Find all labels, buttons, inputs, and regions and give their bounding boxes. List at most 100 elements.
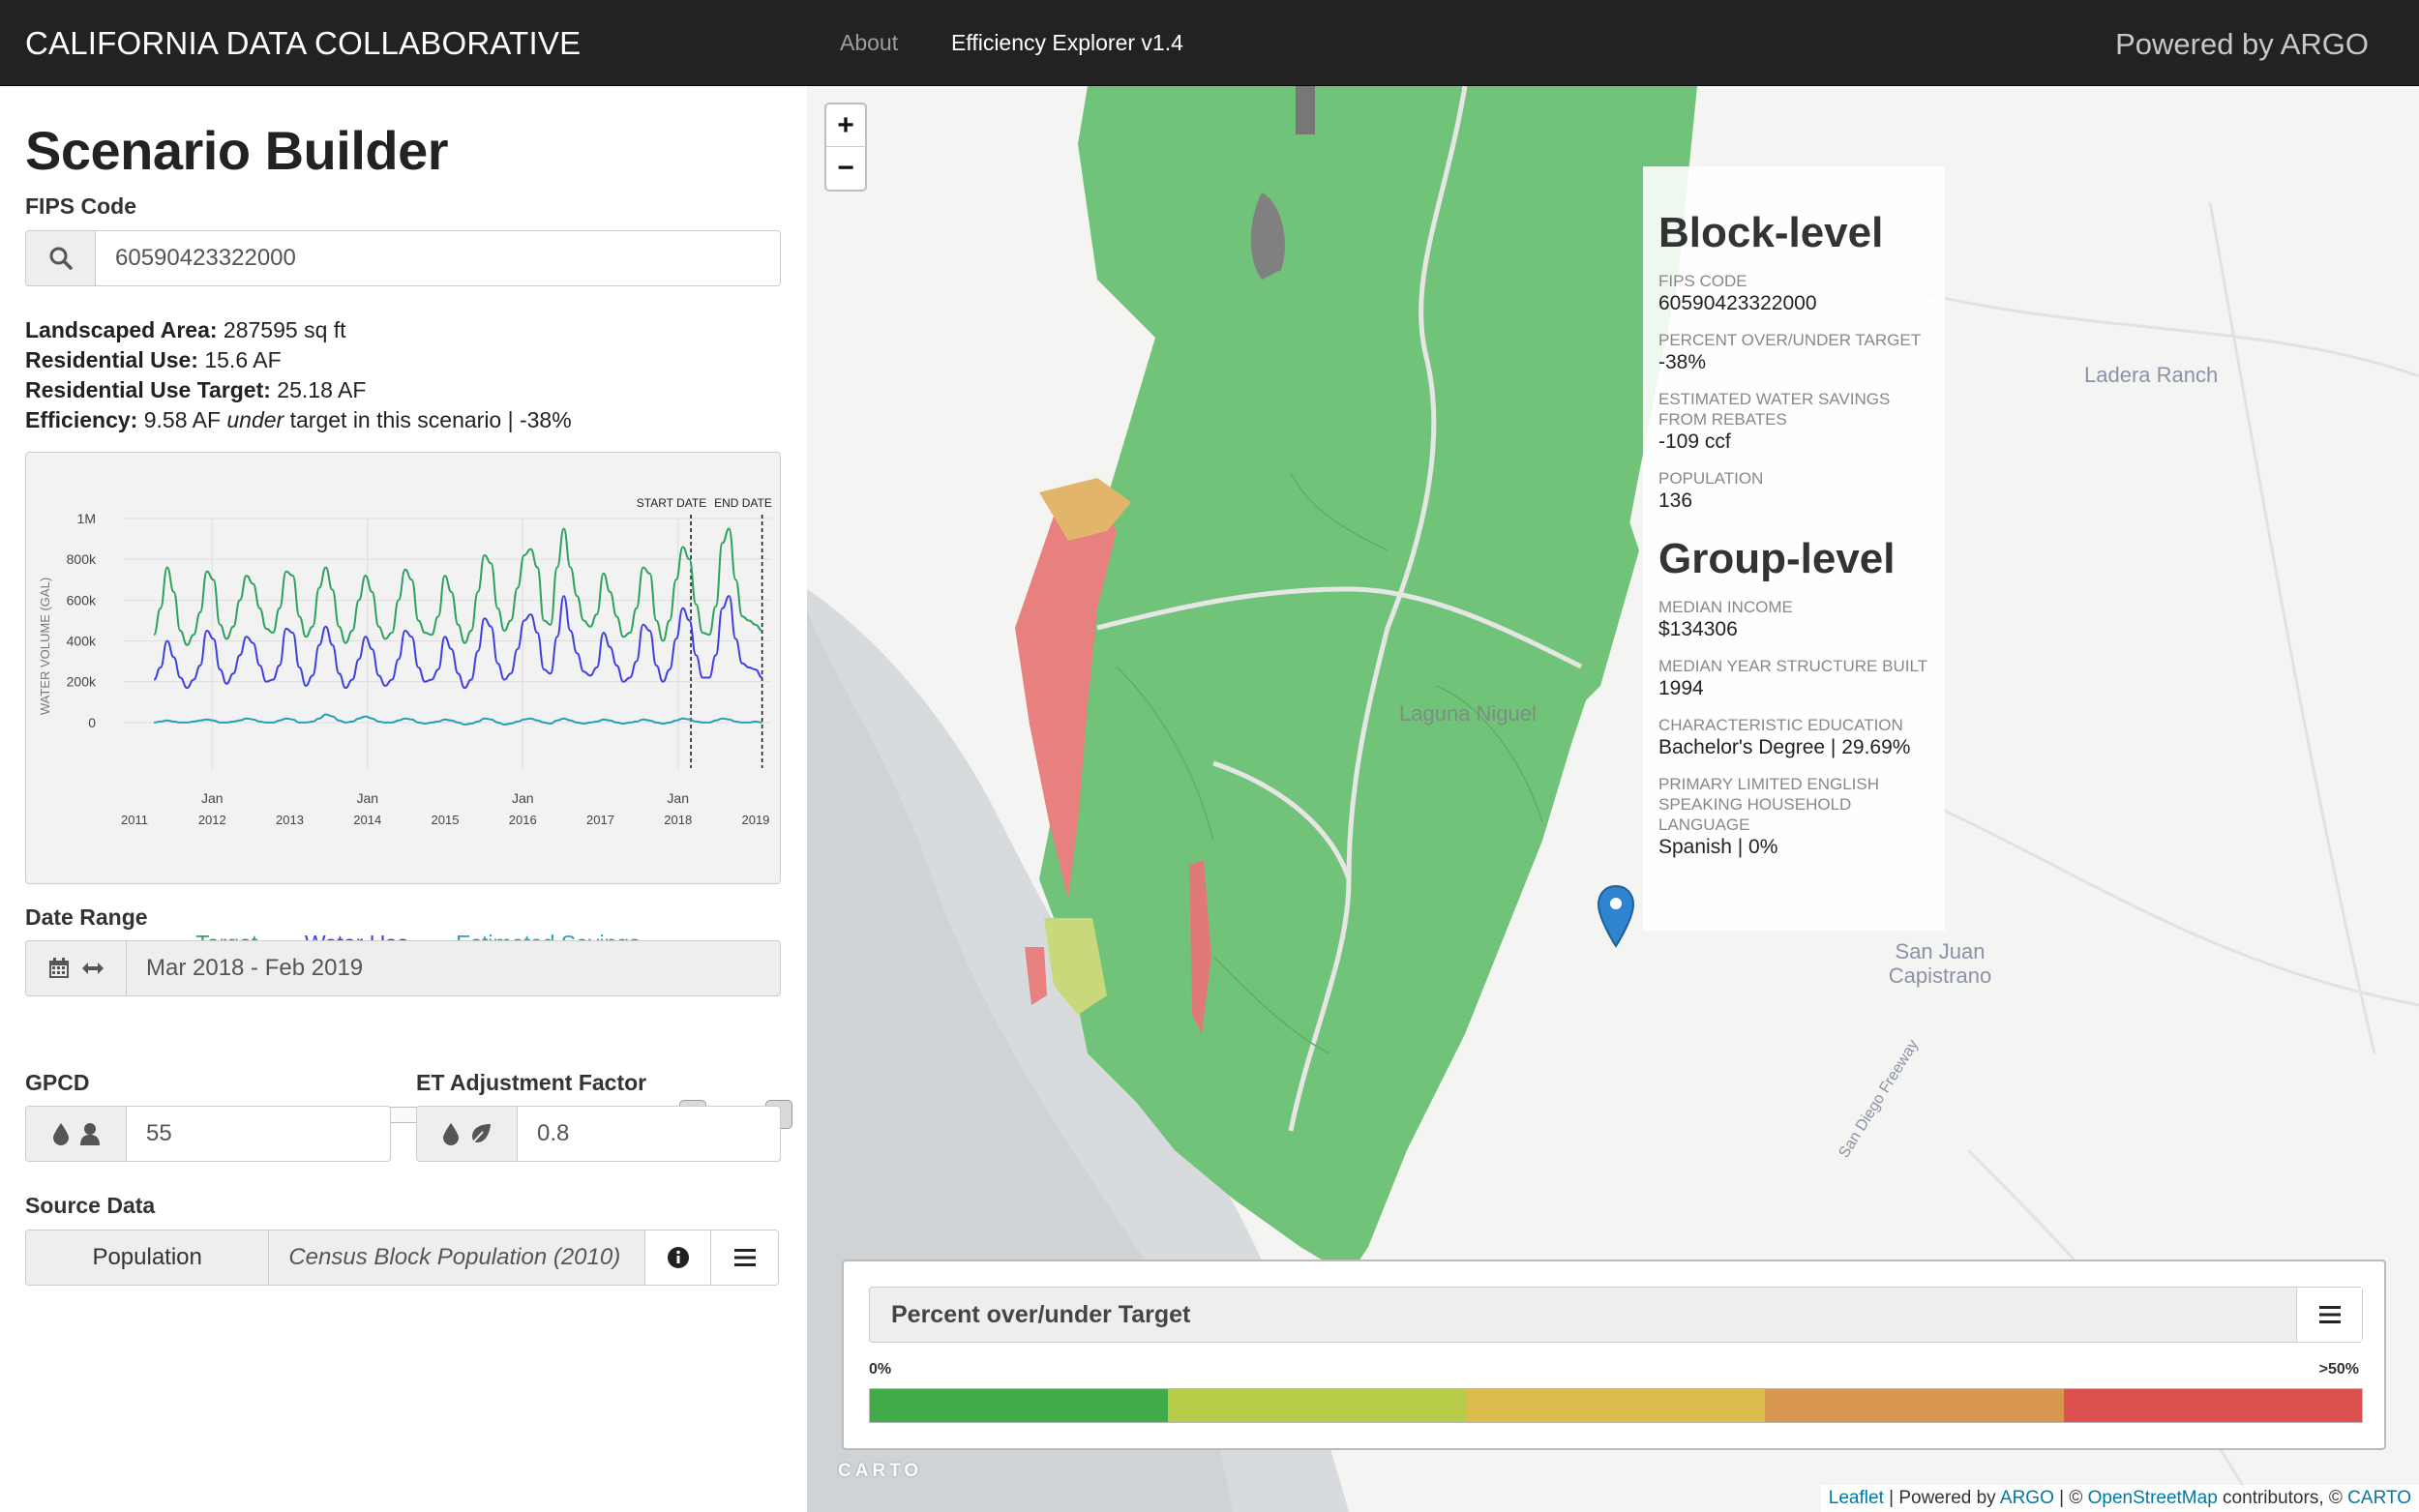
drop-person-icon [26,1107,127,1161]
target-series-line [153,527,762,646]
page-title: Scenario Builder [25,120,449,181]
savings-key: ESTIMATED WATER SAVINGS FROM REBATES [1658,390,1891,429]
attrib-sep1: | © [2053,1488,2088,1508]
population-value: 136 [1658,489,1693,512]
fips-code-input[interactable]: 60590423322000 [115,245,296,271]
target-legend-panel: Percent over/under Target 0% >50% [842,1260,2386,1450]
nav-about-link[interactable]: About [840,30,899,55]
legend-swatch-0 [870,1389,1169,1422]
efficiency-under: under [226,407,284,432]
nav-efficiency-explorer-link[interactable]: Efficiency Explorer v1.4 [951,30,1183,55]
source-data-field[interactable]: Census Block Population (2010) [269,1230,646,1285]
map-attribution: Leaflet | Powered by ARGO | © OpenStreet… [1820,1485,2419,1512]
efficiency-value-pre: 9.58 AF [137,407,227,432]
x-tick-year: 2011 [121,813,148,827]
menu-icon[interactable] [711,1230,778,1285]
gpcd-input[interactable]: 55 [146,1120,172,1146]
year-built-key: MEDIAN YEAR STRUCTURE BUILT [1658,657,1928,675]
y-tick-label: 200k [67,674,97,690]
pct-key: PERCENT OVER/UNDER TARGET [1658,331,1922,349]
start-date-annotation: START DATE [637,496,706,510]
map-marker-icon[interactable] [1597,884,1635,953]
legend-title: Percent over/under Target [891,1301,1191,1328]
drop-leaf-icon [417,1107,518,1161]
y-tick-label: 800k [67,551,97,567]
x-tick-year: 2017 [586,813,614,827]
zoom-control: + − [824,103,867,192]
efficiency-value-post: target in this scenario | -38% [284,407,572,432]
savings-value: -109 ccf [1658,430,1731,453]
x-tick-year: 2018 [664,813,692,827]
population-button[interactable]: Population [26,1230,270,1285]
savings-series-line [154,713,762,726]
residential-use-label: Residential Use: [25,347,198,372]
group-level-heading: Group-level [1658,535,1896,582]
water-use-series-line [153,595,762,690]
y-tick-label: 400k [67,634,97,649]
argo-link[interactable]: ARGO [1999,1488,2054,1508]
search-icon[interactable] [26,231,96,285]
x-tick-year: 2013 [276,813,304,827]
x-tick-year: 2019 [741,813,769,827]
brand-title[interactable]: CALIFORNIA DATA COLLABORATIVE [25,25,582,61]
zoom-in-button[interactable]: + [826,104,865,147]
zoom-out-button[interactable]: − [837,152,854,184]
x-tick-year: 2016 [509,813,537,827]
water-use-chart: 0 200k 400k 600k 800k 1M 2011 2012 2013 2014 2015 2… [25,452,781,956]
powered-by-argo[interactable]: Powered by ARGO [2115,27,2369,61]
residential-target-value: 25.18 AF [270,377,367,402]
fips-label: FIPS Code [25,193,137,219]
attrib-contrib: contributors, © [2217,1488,2348,1508]
legend-header: Percent over/under Target [869,1287,2363,1343]
et-factor-label: ET Adjustment Factor [416,1070,647,1095]
carto-link[interactable]: CARTO [2347,1488,2411,1508]
carto-logo: CARTO [838,1461,923,1481]
pct-value: -38% [1658,351,1707,373]
et-factor-input[interactable]: 0.8 [537,1120,570,1146]
arrows-horizontal-icon [81,963,104,974]
place-san-juan-capistrano: San Juan Capistrano [1888,939,1992,988]
gpcd-label: GPCD [25,1070,90,1095]
x-tick-jan: Jan [201,790,224,806]
calendar-arrows-icon [26,941,127,995]
x-tick-year: 2014 [353,813,381,827]
legend-color-bar [869,1388,2363,1423]
navbar: CALIFORNIA DATA COLLABORATIVE About Effi… [0,0,2419,86]
year-built-value: 1994 [1658,677,1704,699]
landscaped-area-label: Landscaped Area: [25,317,218,342]
sidebar: Scenario Builder FIPS Code 6059042332200… [0,86,807,1512]
legend-min-label: 0% [869,1361,892,1378]
date-range-label: Date Range [25,904,148,930]
drop-icon [442,1123,459,1145]
income-value: $134306 [1658,618,1738,640]
info-panel: Block-level FIPS CODE 60590423322000 PER… [1643,166,1945,931]
legend-swatch-3 [1765,1389,2064,1422]
y-tick-label: 1M [77,511,96,526]
income-key: MEDIAN INCOME [1658,598,1793,616]
drop-icon [52,1123,69,1145]
landscaped-area-value: 287595 sq ft [217,317,346,342]
legend-swatch-4 [2063,1389,2363,1422]
gpcd-group: 55 [25,1106,391,1162]
legend-menu-icon[interactable] [2296,1288,2362,1342]
leaflet-link[interactable]: Leaflet [1828,1488,1884,1508]
x-tick-jan: Jan [356,790,378,806]
block-level-heading: Block-level [1658,209,1884,256]
person-icon [79,1123,100,1145]
x-tick-year: 2012 [198,813,226,827]
leaf-icon [469,1124,491,1145]
calendar-icon [48,958,69,978]
map[interactable]: + − Ladera Ranch Laguna Niguel San Juan … [807,86,2419,1512]
date-range-group: Mar 2018 - Feb 2019 [25,940,781,996]
language-key: PRIMARY LIMITED ENGLISH SPEAKING HOUSEHO… [1658,775,1879,834]
et-factor-group: 0.8 [416,1106,781,1162]
osm-link[interactable]: OpenStreetMap [2087,1488,2218,1508]
x-tick-jan: Jan [512,790,534,806]
date-range-input[interactable]: Mar 2018 - Feb 2019 [127,941,780,995]
legend-swatch-2 [1466,1389,1766,1422]
residential-target-label: Residential Use Target: [25,377,271,402]
education-key: CHARACTERISTIC EDUCATION [1658,716,1903,734]
x-tick-year: 2015 [432,813,460,827]
education-value: Bachelor's Degree | 29.69% [1658,736,1911,758]
info-icon[interactable] [645,1230,712,1285]
